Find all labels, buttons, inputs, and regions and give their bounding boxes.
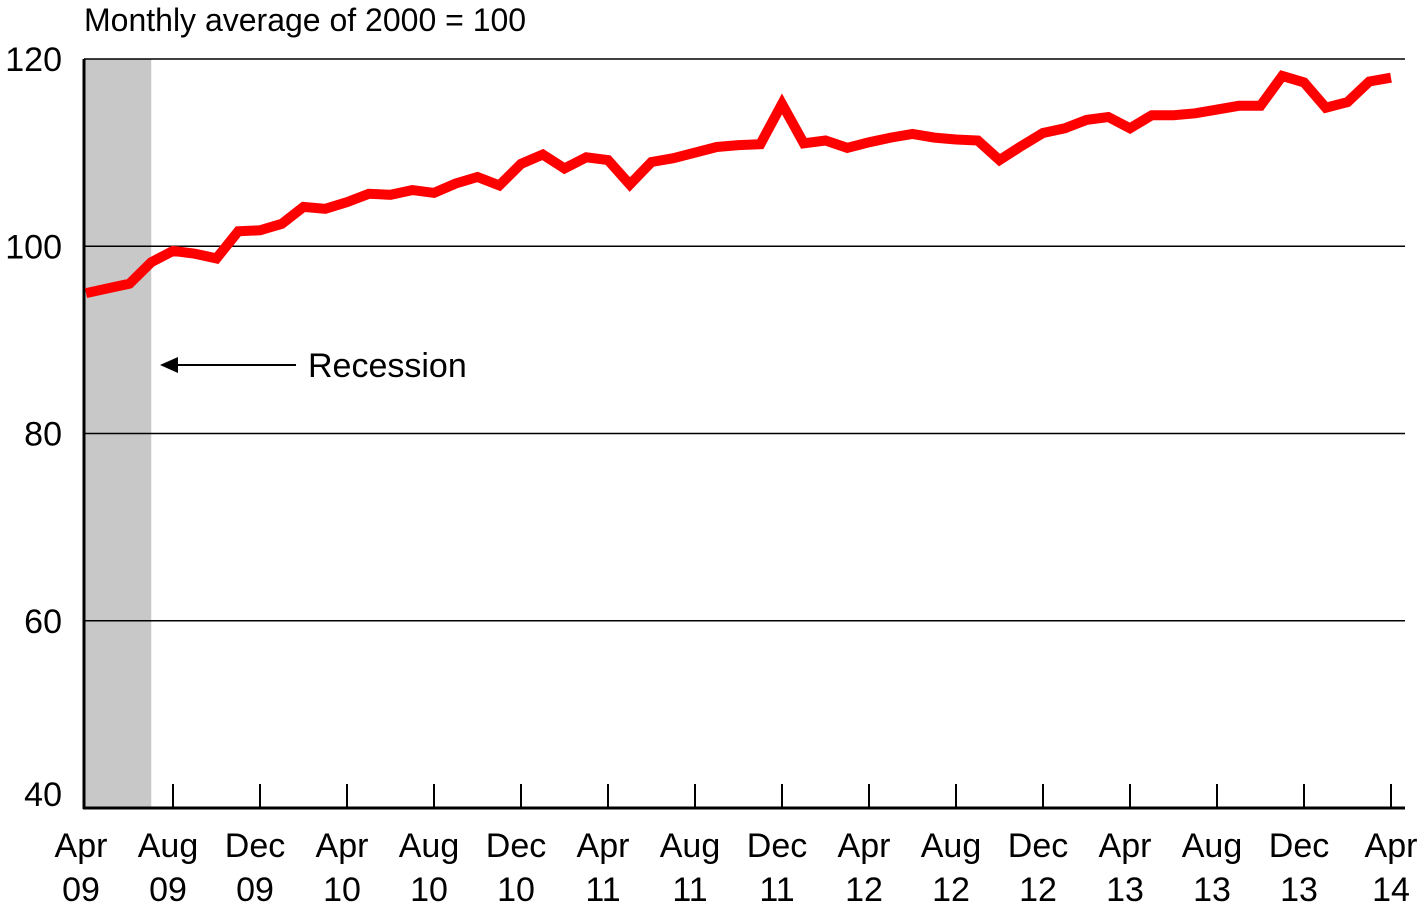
x-tick-label: Dec 13: [1269, 827, 1329, 909]
x-tick-month: Apr: [838, 827, 891, 865]
x-tick-label: Aug 13: [1182, 827, 1243, 909]
y-tick-label: 40: [24, 776, 62, 814]
x-tick-month: Aug: [399, 827, 460, 865]
y-tick-label: 100: [5, 228, 62, 266]
y-tick-label: 80: [24, 416, 62, 454]
x-tick-month: Dec: [225, 827, 285, 865]
x-tick-label: Aug 12: [921, 827, 982, 909]
x-tick-year: 09: [149, 871, 187, 909]
series-line: [84, 70, 1392, 298]
x-tick-month: Apr: [1365, 827, 1418, 865]
x-tick-month: Dec: [747, 827, 807, 865]
x-tick-year: 10: [323, 871, 361, 909]
x-tick-year: 11: [585, 871, 620, 909]
x-tick-year: 13: [1193, 871, 1231, 909]
x-tick-label: Apr 10: [316, 827, 369, 909]
recession-annotation: Recession: [160, 347, 467, 385]
x-tick-label: Apr 14: [1365, 827, 1418, 909]
x-tick-year: 10: [497, 871, 535, 909]
x-tick-label: Dec 09: [225, 827, 285, 909]
x-tick-year: 14: [1372, 871, 1410, 909]
x-tick-month: Dec: [1008, 827, 1068, 865]
x-tick-month: Apr: [577, 827, 630, 865]
series-layer: [84, 70, 1392, 298]
y-tick-label: 60: [24, 603, 62, 641]
x-tick-label: Aug 11: [660, 827, 721, 909]
y-tick-label: 120: [5, 41, 62, 79]
recession-label: Recession: [308, 347, 467, 385]
x-tick-month: Apr: [316, 827, 369, 865]
x-tick-year: 13: [1280, 871, 1318, 909]
x-tick-label: Apr 09: [55, 827, 108, 909]
x-tick-year: 11: [672, 871, 707, 909]
x-tick-labels: Apr 09 Aug 09 Dec 09 Apr 10 Aug 10 Dec 10 Apr 11 Aug 11…: [55, 827, 1418, 909]
x-tick-year: 12: [932, 871, 970, 909]
x-tick-year: 11: [759, 871, 794, 909]
x-tick-label: Dec 10: [486, 827, 546, 909]
x-tick-month: Dec: [1269, 827, 1329, 865]
unit-label: Monthly average of 2000 = 100: [84, 2, 526, 38]
x-tick-month: Dec: [486, 827, 546, 865]
x-tick-month: Apr: [55, 827, 108, 865]
axes: [82, 59, 1405, 810]
x-tick-year: 10: [410, 871, 448, 909]
recession-arrow-head-icon: [160, 357, 178, 373]
x-tick-label: Apr 13: [1099, 827, 1152, 909]
x-tick-month: Aug: [1182, 827, 1243, 865]
x-tick-month: Aug: [138, 827, 199, 865]
y-tick-labels: 40 60 80 100 120: [5, 41, 62, 814]
x-tick-month: Aug: [660, 827, 721, 865]
x-tick-label: Aug 10: [399, 827, 460, 909]
x-tick-month: Aug: [921, 827, 982, 865]
x-tick-label: Apr 11: [577, 827, 630, 909]
x-tick-month: Apr: [1099, 827, 1152, 865]
x-tick-year: 09: [236, 871, 274, 909]
x-tick-label: Dec 12: [1008, 827, 1068, 909]
x-tick-label: Apr 12: [838, 827, 891, 909]
x-tick-year: 12: [845, 871, 883, 909]
x-tick-label: Dec 11: [747, 827, 807, 909]
x-tick-year: 12: [1019, 871, 1057, 909]
x-tick-year: 13: [1106, 871, 1144, 909]
x-tick-label: Aug 09: [138, 827, 199, 909]
x-tick-year: 09: [62, 871, 100, 909]
gridlines: [84, 58, 1405, 622]
